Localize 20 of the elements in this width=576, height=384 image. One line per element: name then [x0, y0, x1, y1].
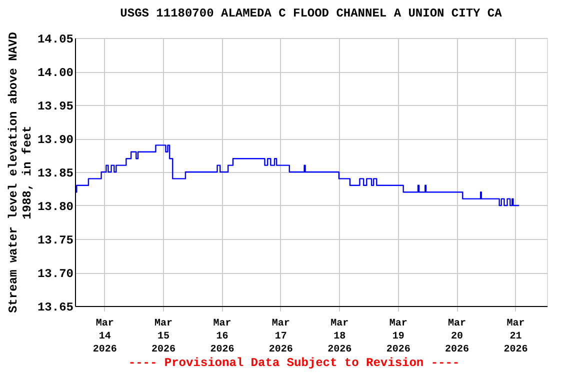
x-tick-label: Mar 15 2026 — [152, 318, 176, 356]
x-tick-label: Mar 17 2026 — [268, 318, 293, 356]
x-tick-label: Mar 20 2026 — [445, 318, 470, 356]
text: ---- Provisional Data Subject to Revision ---- — [128, 356, 460, 370]
x-tick-label: Mar 18 2026 — [328, 318, 352, 356]
x-tick-label: Mar 19 2026 — [386, 318, 410, 356]
y-tick-label: 14.00 — [37, 66, 74, 80]
y-tick-label: 13.80 — [37, 200, 74, 214]
y-tick-label: 14.05 — [37, 32, 74, 46]
x-tick-label: Mar 14 2026 — [92, 318, 117, 356]
y-tick-label: 13.65 — [37, 300, 74, 314]
y-tick-label: 13.85 — [37, 166, 74, 180]
y-tick-label: 13.75 — [37, 234, 74, 248]
y-tick-label: 13.95 — [37, 100, 74, 114]
chart-title: USGS 11180700 ALAMEDA C FLOOD CHANNEL A UNION CITY CA — [120, 6, 503, 21]
x-tick-label: Mar 21 2026 — [504, 318, 528, 356]
y-tick-label: 13.90 — [37, 133, 74, 147]
y-tick-label: 13.70 — [37, 267, 74, 281]
x-tick-label: Mar 16 2026 — [210, 318, 234, 356]
y-axis-title: Stream water level elevation above NAVD 1988, in feet — [6, 32, 34, 313]
